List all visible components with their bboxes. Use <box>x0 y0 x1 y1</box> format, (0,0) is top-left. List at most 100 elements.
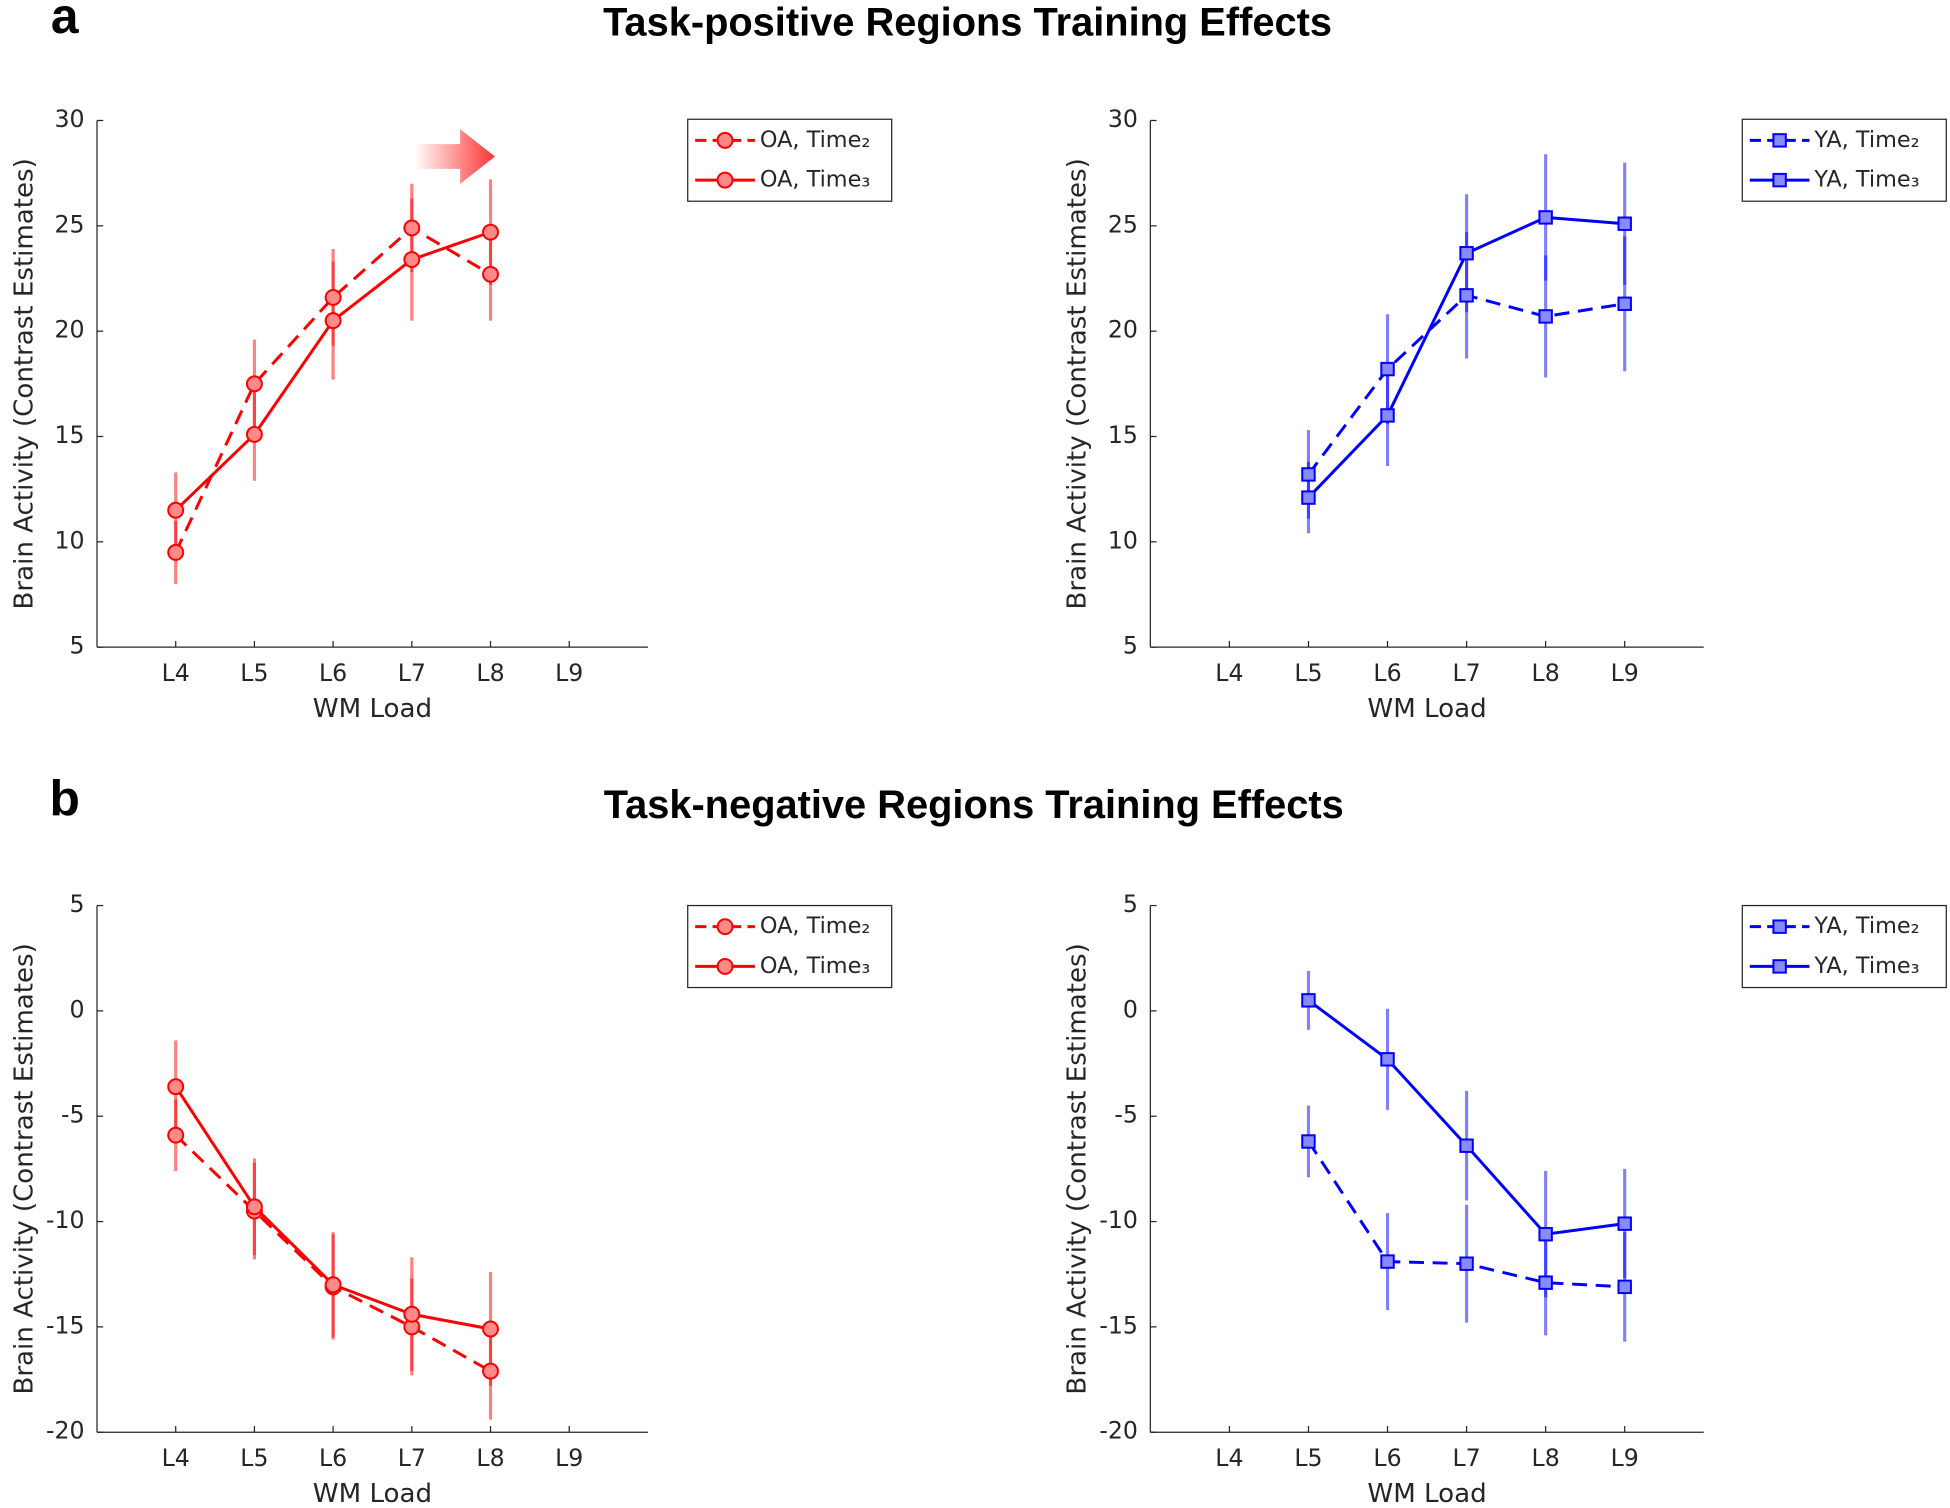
marker <box>1538 1226 1553 1242</box>
x-axis-label: WM Load <box>313 1479 432 1508</box>
y-tick-label: 5 <box>1123 632 1138 660</box>
marker <box>482 223 499 241</box>
marker <box>1538 210 1553 225</box>
y-tick-label: -20 <box>46 1417 85 1445</box>
marker <box>324 312 342 330</box>
x-tick-label: L8 <box>476 659 504 687</box>
x-tick-label: L5 <box>240 1444 268 1472</box>
x-tick-label: L4 <box>1215 1444 1243 1472</box>
y-tick-label: 5 <box>70 632 85 660</box>
marker <box>167 1126 185 1144</box>
marker <box>1538 309 1553 324</box>
x-tick-label: L8 <box>476 1444 504 1472</box>
x-tick-label: L4 <box>162 659 190 687</box>
panel-label: b <box>49 771 79 827</box>
marker <box>245 1198 263 1216</box>
y-tick-label: 30 <box>55 105 85 133</box>
y-tick-label: -5 <box>61 1101 85 1129</box>
y-tick-label: 0 <box>70 995 85 1023</box>
x-tick-label: L7 <box>1452 1444 1480 1472</box>
marker <box>1459 1256 1474 1271</box>
x-axis-label: WM Load <box>1367 694 1486 724</box>
y-tick-label: 5 <box>1123 890 1138 918</box>
x-axis-label: WM Load <box>313 694 432 724</box>
y-tick-label: -20 <box>1099 1417 1138 1445</box>
y-axis-label: Brain Activity (Contrast Estimates) <box>9 158 39 609</box>
legend-marker <box>1772 133 1787 148</box>
legend-marker <box>1772 172 1787 188</box>
marker <box>1538 1275 1553 1290</box>
x-tick-label: L8 <box>1532 1444 1560 1472</box>
y-tick-label: 15 <box>55 421 85 449</box>
marker <box>403 251 421 268</box>
legend-label: OA, Time₃ <box>760 167 870 193</box>
marker <box>1380 361 1395 377</box>
panel-title: Task-positive Regions Training Effects <box>603 0 1332 44</box>
legend-box <box>1741 904 1947 989</box>
marker <box>1617 1216 1632 1231</box>
x-tick-label: L5 <box>1294 659 1322 687</box>
marker <box>1301 1134 1316 1149</box>
marker <box>1617 216 1632 231</box>
legend-label: YA, Time₂ <box>1813 913 1919 939</box>
marker <box>245 425 263 443</box>
x-tick-label: L5 <box>240 659 268 687</box>
y-tick-label: 30 <box>1108 105 1138 133</box>
x-tick-label: L7 <box>398 1444 426 1472</box>
marker <box>482 1320 499 1338</box>
marker <box>482 1362 499 1380</box>
marker <box>403 1305 421 1323</box>
x-tick-label: L6 <box>1373 659 1401 687</box>
y-tick-label: 10 <box>1108 526 1138 554</box>
x-tick-label: L7 <box>398 659 426 687</box>
x-tick-label: L4 <box>1215 659 1243 687</box>
marker <box>1301 490 1316 505</box>
marker <box>1380 1052 1395 1067</box>
y-tick-label: 25 <box>1108 210 1138 238</box>
y-tick-label: 5 <box>70 890 85 918</box>
legend-marker <box>716 171 734 189</box>
marker <box>482 265 499 283</box>
marker <box>1459 246 1474 261</box>
legend-box <box>1741 118 1947 202</box>
marker <box>167 501 185 519</box>
marker <box>1301 993 1316 1008</box>
x-tick-label: L9 <box>555 659 583 687</box>
legend-label: OA, Time₂ <box>760 913 870 939</box>
marker <box>167 1078 185 1096</box>
y-tick-label: -15 <box>46 1311 85 1339</box>
panel-title: Task-negative Regions Training Effects <box>604 783 1344 827</box>
marker <box>403 219 421 237</box>
x-tick-label: L9 <box>555 1444 583 1472</box>
legend-marker <box>1772 919 1787 934</box>
x-tick-label: L4 <box>162 1444 190 1472</box>
marker <box>1380 408 1395 423</box>
x-tick-label: L6 <box>319 1444 347 1472</box>
legend-marker <box>1772 959 1787 974</box>
marker <box>167 543 185 561</box>
y-axis-label: Brain Activity (Contrast Estimates) <box>1063 943 1093 1394</box>
arrow-annotation <box>414 129 495 184</box>
legend-label: YA, Time₃ <box>1813 167 1919 193</box>
legend-label: YA, Time₃ <box>1813 953 1919 979</box>
y-tick-label: 0 <box>1123 995 1138 1023</box>
legend-label: YA, Time₂ <box>1813 127 1919 153</box>
y-tick-label: -10 <box>46 1206 85 1234</box>
y-tick-label: -10 <box>1099 1206 1138 1234</box>
x-tick-label: L6 <box>1373 1444 1401 1472</box>
legend-marker <box>716 957 734 975</box>
legend-label: OA, Time₂ <box>760 127 870 153</box>
y-tick-label: 20 <box>55 316 85 344</box>
legend-marker <box>716 131 734 149</box>
y-tick-label: 10 <box>55 526 85 554</box>
marker <box>1459 1138 1474 1153</box>
series-line <box>174 226 492 554</box>
x-tick-label: L7 <box>1452 659 1480 687</box>
y-axis-label: Brain Activity (Contrast Estimates) <box>9 943 39 1394</box>
x-tick-label: L9 <box>1611 659 1639 687</box>
marker <box>324 289 342 306</box>
marker <box>324 1276 342 1294</box>
marker <box>1380 1254 1395 1269</box>
marker <box>1617 296 1632 311</box>
